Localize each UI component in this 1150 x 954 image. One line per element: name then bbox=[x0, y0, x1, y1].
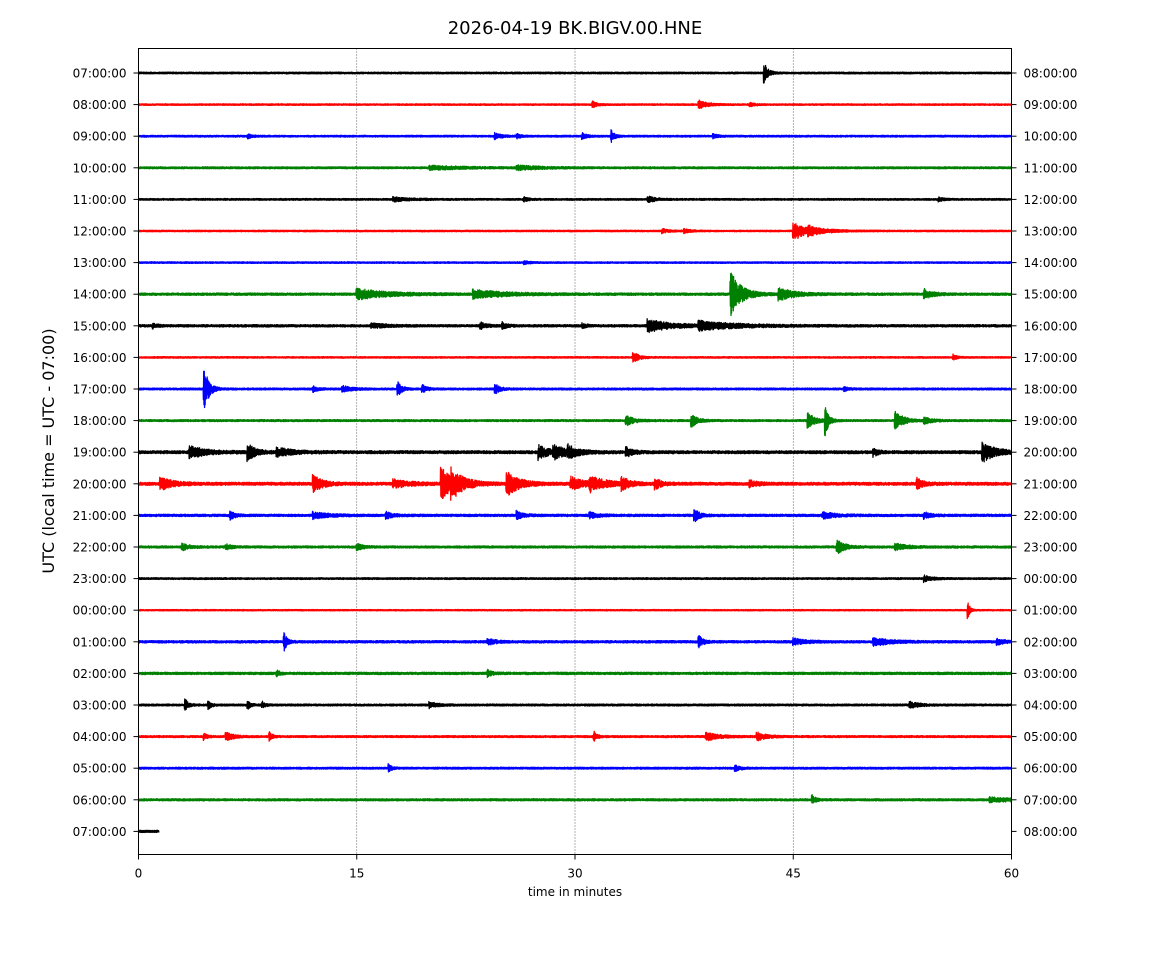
left-tick-label-0: 07:00:00 bbox=[73, 67, 127, 81]
right-tick-label-24: 08:00:00 bbox=[1024, 825, 1078, 839]
trace-row-2 bbox=[137, 129, 1013, 143]
right-tick-label-14: 22:00:00 bbox=[1024, 509, 1078, 523]
x-tick-label-45: 45 bbox=[786, 867, 801, 881]
y-axis-label: UTC (local time = UTC - 07:00) bbox=[39, 328, 58, 573]
trace-row-0 bbox=[137, 64, 1013, 84]
trace-row-16 bbox=[137, 574, 1013, 584]
x-tick-label-0: 0 bbox=[135, 867, 143, 881]
right-tick-label-19: 03:00:00 bbox=[1024, 667, 1078, 681]
left-tick-label-10: 17:00:00 bbox=[73, 383, 127, 397]
trace-row-10 bbox=[137, 370, 1013, 409]
left-tick-label-13: 20:00:00 bbox=[73, 477, 127, 491]
left-tick-label-2: 09:00:00 bbox=[73, 130, 127, 144]
trace-row-19 bbox=[137, 668, 1013, 679]
x-axis-label: time in minutes bbox=[528, 885, 622, 899]
right-tick-label-22: 06:00:00 bbox=[1024, 762, 1078, 776]
right-tick-label-17: 01:00:00 bbox=[1024, 604, 1078, 618]
right-tick-label-5: 13:00:00 bbox=[1024, 225, 1078, 239]
trace-row-11 bbox=[137, 407, 1013, 437]
right-tick-label-23: 07:00:00 bbox=[1024, 793, 1078, 807]
left-tick-label-21: 04:00:00 bbox=[73, 730, 127, 744]
trace-row-15 bbox=[137, 539, 1013, 555]
right-tick-label-9: 17:00:00 bbox=[1024, 351, 1078, 365]
left-tick-label-19: 02:00:00 bbox=[73, 667, 127, 681]
right-tick-label-21: 05:00:00 bbox=[1024, 730, 1078, 744]
right-tick-label-4: 12:00:00 bbox=[1024, 193, 1078, 207]
trace-row-4 bbox=[137, 195, 1013, 204]
trace-row-21 bbox=[137, 730, 1013, 742]
right-tick-label-18: 02:00:00 bbox=[1024, 635, 1078, 649]
left-tick-label-17: 00:00:00 bbox=[73, 604, 127, 618]
left-tick-label-24: 07:00:00 bbox=[73, 825, 127, 839]
right-tick-label-2: 10:00:00 bbox=[1024, 130, 1078, 144]
trace-row-6 bbox=[137, 260, 1013, 266]
right-tick-label-8: 16:00:00 bbox=[1024, 319, 1078, 333]
right-tick-label-0: 08:00:00 bbox=[1024, 67, 1078, 81]
left-tick-label-15: 22:00:00 bbox=[73, 541, 127, 555]
left-tick-label-4: 11:00:00 bbox=[73, 193, 127, 207]
right-tick-label-15: 23:00:00 bbox=[1024, 541, 1078, 555]
left-tick-label-7: 14:00:00 bbox=[73, 288, 127, 302]
trace-row-1 bbox=[137, 99, 1013, 109]
tick-layer: 0 15 30 45 60 07:00:00 08:00:00 09:00:00 10:00:0… bbox=[73, 67, 1078, 881]
right-tick-label-6: 14:00:00 bbox=[1024, 256, 1078, 270]
left-tick-label-22: 05:00:00 bbox=[73, 762, 127, 776]
x-tick-label-60: 60 bbox=[1004, 867, 1019, 881]
x-tick-label-15: 15 bbox=[349, 867, 364, 881]
right-tick-label-12: 20:00:00 bbox=[1024, 446, 1078, 460]
left-tick-label-9: 16:00:00 bbox=[73, 351, 127, 365]
x-tick-label-30: 30 bbox=[567, 867, 582, 881]
trace-row-8 bbox=[137, 318, 1013, 334]
trace-row-24 bbox=[137, 829, 160, 834]
left-tick-label-16: 23:00:00 bbox=[73, 572, 127, 586]
right-tick-label-3: 11:00:00 bbox=[1024, 161, 1078, 175]
trace-row-20 bbox=[137, 698, 1013, 711]
trace-row-23 bbox=[137, 794, 1013, 804]
left-tick-label-23: 06:00:00 bbox=[73, 793, 127, 807]
trace-row-13 bbox=[137, 466, 1013, 501]
left-tick-label-11: 18:00:00 bbox=[73, 414, 127, 428]
trace-layer bbox=[137, 64, 1013, 834]
right-tick-label-7: 15:00:00 bbox=[1024, 288, 1078, 302]
right-tick-label-1: 09:00:00 bbox=[1024, 98, 1078, 112]
trace-row-22 bbox=[137, 763, 1013, 773]
left-tick-label-1: 08:00:00 bbox=[73, 98, 127, 112]
left-tick-label-14: 21:00:00 bbox=[73, 509, 127, 523]
right-tick-label-16: 00:00:00 bbox=[1024, 572, 1078, 586]
plot-frame bbox=[138, 48, 1012, 855]
trace-row-9 bbox=[137, 352, 1013, 363]
trace-row-17 bbox=[137, 602, 1013, 620]
trace-row-5 bbox=[137, 222, 1013, 240]
right-tick-label-10: 18:00:00 bbox=[1024, 383, 1078, 397]
chart-title: 2026-04-19 BK.BIGV.00.HNE bbox=[448, 18, 703, 39]
right-tick-label-20: 04:00:00 bbox=[1024, 699, 1078, 713]
left-tick-label-18: 01:00:00 bbox=[73, 635, 127, 649]
trace-row-3 bbox=[137, 164, 1013, 172]
left-tick-label-3: 10:00:00 bbox=[73, 161, 127, 175]
left-tick-label-8: 15:00:00 bbox=[73, 319, 127, 333]
left-tick-label-12: 19:00:00 bbox=[73, 446, 127, 460]
trace-row-14 bbox=[137, 509, 1013, 523]
left-tick-label-20: 03:00:00 bbox=[73, 699, 127, 713]
left-tick-label-6: 13:00:00 bbox=[73, 256, 127, 270]
left-tick-label-5: 12:00:00 bbox=[73, 225, 127, 239]
trace-row-7 bbox=[137, 272, 1013, 317]
right-tick-label-11: 19:00:00 bbox=[1024, 414, 1078, 428]
trace-row-12 bbox=[137, 441, 1013, 463]
trace-row-18 bbox=[137, 632, 1013, 652]
right-tick-label-13: 21:00:00 bbox=[1024, 477, 1078, 491]
